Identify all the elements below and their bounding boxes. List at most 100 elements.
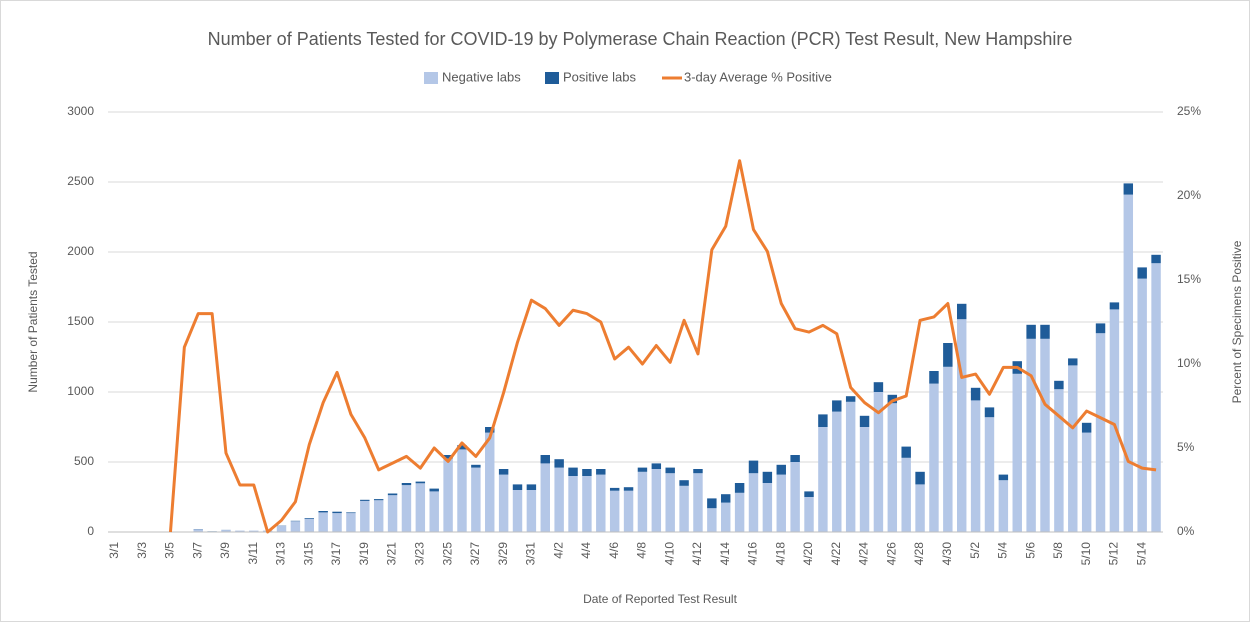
bar <box>776 474 786 532</box>
bar <box>290 521 301 532</box>
bar <box>609 490 620 532</box>
bar <box>748 473 759 532</box>
y2-tick-label: 20% <box>1177 188 1201 202</box>
bar <box>373 500 384 532</box>
x-tick-label: 4/6 <box>607 542 621 559</box>
bar <box>457 445 467 450</box>
bar <box>540 463 550 532</box>
x-tick-label: 3/11 <box>246 542 260 565</box>
bar <box>498 474 509 532</box>
bar <box>790 455 800 462</box>
bar <box>1012 373 1022 532</box>
bar <box>915 484 925 532</box>
bar <box>790 462 800 532</box>
line-series <box>168 159 1157 534</box>
x-tick-label: 4/26 <box>884 542 898 566</box>
bar <box>818 427 828 532</box>
bar <box>707 498 717 509</box>
bar <box>360 499 370 501</box>
x-tick-label: 3/31 <box>524 542 538 566</box>
y2-tick-label: 5% <box>1177 440 1195 454</box>
bar <box>901 457 911 532</box>
bar <box>304 518 315 519</box>
x-tick-label: 4/18 <box>773 542 787 566</box>
bar <box>845 396 856 402</box>
bar <box>1054 389 1064 532</box>
bar <box>1068 365 1078 532</box>
bar <box>1095 323 1106 334</box>
bar <box>526 484 537 490</box>
bar <box>707 508 717 532</box>
legend-label: Positive labs <box>563 69 636 84</box>
bar <box>623 490 634 532</box>
bar <box>665 467 675 474</box>
bar <box>304 518 315 532</box>
bar <box>221 530 231 532</box>
bar <box>651 463 662 469</box>
x-tick-label: 4/30 <box>940 542 954 566</box>
bar <box>762 483 773 532</box>
bar <box>679 485 689 532</box>
x-tick-label: 3/3 <box>135 542 149 559</box>
bar <box>1123 183 1134 195</box>
y-tick-label: 1500 <box>67 314 94 328</box>
bar <box>415 481 426 484</box>
bar <box>471 467 481 532</box>
bar <box>276 525 287 532</box>
bar <box>193 529 203 532</box>
bar <box>1123 194 1134 532</box>
bar <box>956 303 967 320</box>
bar <box>1068 358 1078 366</box>
bar <box>1081 422 1092 433</box>
bar <box>512 490 523 532</box>
bar <box>526 490 537 532</box>
bar <box>651 469 662 532</box>
legend-swatch <box>424 72 438 84</box>
bar <box>901 446 911 458</box>
y2-tick-label: 10% <box>1177 356 1201 370</box>
bar <box>734 483 745 493</box>
bar <box>998 480 1009 532</box>
bar <box>1040 324 1050 339</box>
bar <box>1109 302 1120 310</box>
bar <box>346 512 356 514</box>
bar <box>845 401 856 532</box>
y-tick-label: 500 <box>74 454 94 468</box>
x-tick-label: 3/25 <box>440 542 454 566</box>
bar <box>970 400 981 532</box>
x-axis-title: Date of Reported Test Result <box>583 592 738 606</box>
bar <box>415 483 426 532</box>
x-tick-label: 4/28 <box>912 542 926 566</box>
bar <box>832 400 842 412</box>
bar <box>679 480 689 486</box>
x-tick-label: 3/23 <box>413 542 427 566</box>
bar <box>1137 278 1147 532</box>
bar <box>498 469 509 475</box>
x-tick-label: 4/20 <box>801 542 815 566</box>
bar <box>485 427 495 433</box>
x-tick-label: 3/19 <box>357 542 371 566</box>
bar <box>929 371 939 384</box>
bar <box>804 497 814 532</box>
bar <box>332 511 342 514</box>
x-tick-label: 5/6 <box>1023 542 1037 559</box>
y-tick-label: 2500 <box>67 174 94 188</box>
bar <box>318 512 328 532</box>
bar <box>832 411 842 532</box>
bar <box>596 474 606 532</box>
bar <box>818 414 828 427</box>
y2-tick-label: 15% <box>1177 272 1201 286</box>
x-tick-label: 4/12 <box>690 542 704 566</box>
bar <box>623 487 634 491</box>
bar <box>998 474 1009 481</box>
bar <box>387 495 398 532</box>
bar <box>1026 324 1036 339</box>
x-tick-label: 3/7 <box>190 542 204 559</box>
x-tick-label: 4/2 <box>551 542 565 559</box>
x-tick-label: 4/4 <box>579 542 593 559</box>
x-tick-label: 5/12 <box>1107 542 1121 566</box>
x-tick-label: 5/2 <box>968 542 982 559</box>
bar <box>554 467 564 532</box>
x-tick-label: 3/17 <box>329 542 343 566</box>
x-tick-label: 5/4 <box>996 542 1010 559</box>
